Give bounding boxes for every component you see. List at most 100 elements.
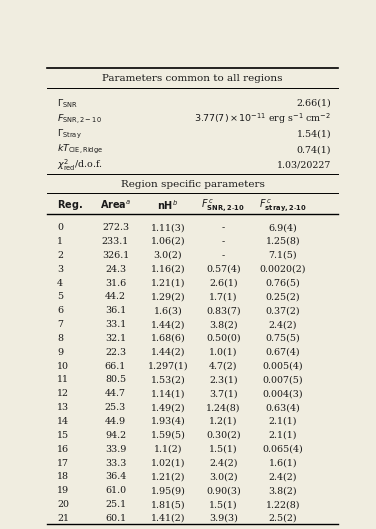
Text: 272.3: 272.3 bbox=[102, 223, 129, 232]
Text: 33.3: 33.3 bbox=[105, 459, 126, 468]
Text: $\mathbf{nH}^{b}$: $\mathbf{nH}^{b}$ bbox=[157, 198, 179, 212]
Text: 1.24(8): 1.24(8) bbox=[206, 403, 241, 412]
Text: 9: 9 bbox=[57, 348, 63, 357]
Text: 1.2(1): 1.2(1) bbox=[209, 417, 238, 426]
Text: $\mathbf{\mathit{F}}_{\mathbf{SNR,2\text{-}10}}^{\ c}$: $\mathbf{\mathit{F}}_{\mathbf{SNR,2\text… bbox=[202, 197, 245, 213]
Text: 4.7(2): 4.7(2) bbox=[209, 362, 238, 371]
Text: $\chi^2_{\rm red}$/d.o.f.: $\chi^2_{\rm red}$/d.o.f. bbox=[57, 158, 103, 173]
Text: 1.44(2): 1.44(2) bbox=[151, 348, 185, 357]
Text: 15: 15 bbox=[57, 431, 69, 440]
Text: 2: 2 bbox=[57, 251, 63, 260]
Text: 61.0: 61.0 bbox=[105, 486, 126, 495]
Text: 24.3: 24.3 bbox=[105, 264, 126, 273]
Text: 2.4(2): 2.4(2) bbox=[269, 472, 297, 481]
Text: $\Gamma_{\rm Stray}$: $\Gamma_{\rm Stray}$ bbox=[57, 128, 82, 141]
Text: 4: 4 bbox=[57, 279, 63, 288]
Text: 16: 16 bbox=[57, 445, 69, 454]
Text: 3: 3 bbox=[57, 264, 63, 273]
Text: 1.6(3): 1.6(3) bbox=[153, 306, 182, 315]
Text: 11: 11 bbox=[57, 376, 69, 385]
Text: Parameters common to all regions: Parameters common to all regions bbox=[102, 75, 283, 84]
Text: 2.5(2): 2.5(2) bbox=[269, 514, 297, 523]
Text: 2.66(1): 2.66(1) bbox=[296, 99, 331, 108]
Text: -: - bbox=[222, 223, 225, 232]
Text: 233.1: 233.1 bbox=[102, 237, 129, 246]
Text: 19: 19 bbox=[57, 486, 69, 495]
Text: Region specific parameters: Region specific parameters bbox=[121, 180, 265, 189]
Text: 1.68(6): 1.68(6) bbox=[150, 334, 185, 343]
Text: 3.9(3): 3.9(3) bbox=[209, 514, 238, 523]
Text: -: - bbox=[222, 237, 225, 246]
Text: 0.005(4): 0.005(4) bbox=[263, 362, 303, 371]
Text: 25.1: 25.1 bbox=[105, 500, 126, 509]
Text: 3.0(2): 3.0(2) bbox=[209, 472, 238, 481]
Text: 80.5: 80.5 bbox=[105, 376, 126, 385]
Text: 13: 13 bbox=[57, 403, 69, 412]
Text: 7.1(5): 7.1(5) bbox=[269, 251, 297, 260]
Text: 36.1: 36.1 bbox=[105, 306, 126, 315]
Text: 32.1: 32.1 bbox=[105, 334, 126, 343]
Text: 1.49(2): 1.49(2) bbox=[151, 403, 185, 412]
Text: 18: 18 bbox=[57, 472, 69, 481]
Text: $\Gamma_{\rm SNR}$: $\Gamma_{\rm SNR}$ bbox=[57, 97, 78, 110]
Text: 0: 0 bbox=[57, 223, 63, 232]
Text: -: - bbox=[222, 251, 225, 260]
Text: 21: 21 bbox=[57, 514, 69, 523]
Text: 0.74(1): 0.74(1) bbox=[297, 145, 331, 154]
Text: 1.02(1): 1.02(1) bbox=[151, 459, 185, 468]
Text: 66.1: 66.1 bbox=[105, 362, 126, 371]
Text: 1.59(5): 1.59(5) bbox=[150, 431, 185, 440]
Text: 1.21(1): 1.21(1) bbox=[151, 279, 185, 288]
Text: 12: 12 bbox=[57, 389, 69, 398]
Text: 1.22(8): 1.22(8) bbox=[266, 500, 300, 509]
Text: 3.8(2): 3.8(2) bbox=[269, 486, 297, 495]
Text: 0.007(5): 0.007(5) bbox=[263, 376, 303, 385]
Text: 0.57(4): 0.57(4) bbox=[206, 264, 241, 273]
Text: 25.3: 25.3 bbox=[105, 403, 126, 412]
Text: 31.6: 31.6 bbox=[105, 279, 126, 288]
Text: 2.1(1): 2.1(1) bbox=[269, 431, 297, 440]
Text: 0.30(2): 0.30(2) bbox=[206, 431, 241, 440]
Text: 5: 5 bbox=[57, 293, 63, 302]
Text: 1.5(1): 1.5(1) bbox=[209, 445, 238, 454]
Text: 0.25(2): 0.25(2) bbox=[266, 293, 300, 302]
Text: 1.93(4): 1.93(4) bbox=[150, 417, 185, 426]
Text: 1.81(5): 1.81(5) bbox=[151, 500, 185, 509]
Text: 3.0(2): 3.0(2) bbox=[154, 251, 182, 260]
Text: 3.8(2): 3.8(2) bbox=[209, 320, 238, 329]
Text: 0.37(2): 0.37(2) bbox=[266, 306, 300, 315]
Text: $\mathbf{\mathit{F}}_{\mathbf{stray,2\text{-}10}}^{\ c}$: $\mathbf{\mathit{F}}_{\mathbf{stray,2\te… bbox=[259, 197, 307, 213]
Text: 0.67(4): 0.67(4) bbox=[266, 348, 300, 357]
Text: 60.1: 60.1 bbox=[105, 514, 126, 523]
Text: 17: 17 bbox=[57, 459, 69, 468]
Text: 2.1(1): 2.1(1) bbox=[269, 417, 297, 426]
Text: 1.95(9): 1.95(9) bbox=[150, 486, 185, 495]
Text: 1: 1 bbox=[57, 237, 63, 246]
Text: 0.90(3): 0.90(3) bbox=[206, 486, 241, 495]
Text: 2.6(1): 2.6(1) bbox=[209, 279, 238, 288]
Text: $\mathbf{Area}^{a}$: $\mathbf{Area}^{a}$ bbox=[100, 198, 131, 211]
Text: 1.44(2): 1.44(2) bbox=[151, 320, 185, 329]
Text: 1.41(2): 1.41(2) bbox=[151, 514, 185, 523]
Text: 0.065(4): 0.065(4) bbox=[263, 445, 303, 454]
Text: 6: 6 bbox=[57, 306, 63, 315]
Text: 1.25(8): 1.25(8) bbox=[266, 237, 300, 246]
Text: 44.2: 44.2 bbox=[105, 293, 126, 302]
Text: 1.21(2): 1.21(2) bbox=[151, 472, 185, 481]
Text: 1.11(3): 1.11(3) bbox=[151, 223, 185, 232]
Text: 33.9: 33.9 bbox=[105, 445, 126, 454]
Text: 36.4: 36.4 bbox=[105, 472, 126, 481]
Text: 1.6(1): 1.6(1) bbox=[269, 459, 297, 468]
Text: 20: 20 bbox=[57, 500, 69, 509]
Text: 1.5(1): 1.5(1) bbox=[209, 500, 238, 509]
Text: 1.53(2): 1.53(2) bbox=[150, 376, 185, 385]
Text: 0.004(3): 0.004(3) bbox=[263, 389, 303, 398]
Text: 1.14(1): 1.14(1) bbox=[151, 389, 185, 398]
Text: 33.1: 33.1 bbox=[105, 320, 126, 329]
Text: 1.297(1): 1.297(1) bbox=[148, 362, 188, 371]
Text: 44.7: 44.7 bbox=[105, 389, 126, 398]
Text: $\mathbf{Reg.}$: $\mathbf{Reg.}$ bbox=[57, 198, 83, 212]
Text: 1.0(1): 1.0(1) bbox=[209, 348, 238, 357]
Text: $3.77(7)\,{\times}\,10^{-11}$ erg s$^{-1}$ cm$^{-2}$: $3.77(7)\,{\times}\,10^{-11}$ erg s$^{-1… bbox=[194, 112, 331, 126]
Text: 1.7(1): 1.7(1) bbox=[209, 293, 238, 302]
